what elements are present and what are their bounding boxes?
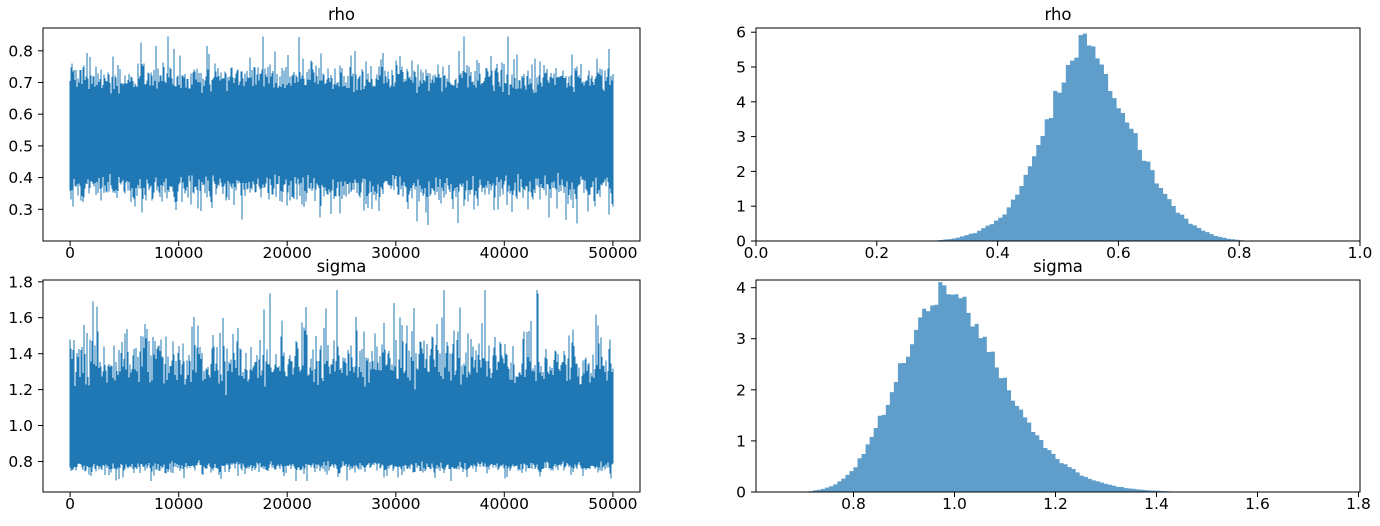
y-tick-label: 1.8 bbox=[8, 273, 33, 291]
histogram-bars bbox=[930, 33, 1248, 241]
plot-title: sigma bbox=[1033, 257, 1083, 276]
y-tick-label: 3 bbox=[736, 128, 746, 146]
x-tick-label: 0.2 bbox=[864, 244, 889, 262]
x-tick-label: 1.0 bbox=[942, 495, 967, 513]
trace-line-series bbox=[69, 289, 614, 482]
y-tick-label: 0.3 bbox=[8, 201, 33, 219]
plot-border bbox=[755, 27, 1361, 242]
x-tick-label: 0.8 bbox=[1227, 244, 1252, 262]
x-tick-label: 20000 bbox=[263, 495, 312, 513]
y-tick-label: 0.7 bbox=[8, 74, 33, 92]
histogram-plot-rho: rho 0.0 0.2 0.4 0.6 0.8 1.0 0 1 2 3 4 5 6 bbox=[736, 5, 1372, 262]
y-tick-label: 1.4 bbox=[8, 345, 33, 363]
y-tick-label: 0.4 bbox=[8, 169, 33, 187]
y-tick-label: 1 bbox=[736, 198, 746, 216]
histogram-bars bbox=[809, 282, 1189, 492]
x-tick-label: 1.8 bbox=[1346, 495, 1371, 513]
x-axis-ticks: 0 10000 20000 30000 40000 50000 bbox=[65, 241, 638, 262]
y-tick-label: 0.8 bbox=[8, 42, 33, 60]
y-axis-ticks: 0 1 2 3 4 5 6 bbox=[736, 24, 756, 251]
x-axis-ticks: 0.0 0.2 0.4 0.6 0.8 1.0 bbox=[744, 241, 1373, 262]
trace-line-series bbox=[69, 36, 614, 226]
x-tick-label: 30000 bbox=[371, 495, 420, 513]
x-tick-label: 10000 bbox=[154, 495, 203, 513]
y-axis-ticks: 0.8 1.0 1.2 1.4 1.6 1.8 bbox=[8, 273, 43, 471]
x-tick-label: 0.6 bbox=[1106, 244, 1131, 262]
plot-title: rho bbox=[328, 5, 355, 24]
plot-border bbox=[42, 27, 641, 242]
y-tick-label: 2 bbox=[736, 163, 746, 181]
plot-border bbox=[755, 279, 1361, 493]
x-tick-label: 0.0 bbox=[744, 244, 769, 262]
y-tick-label: 0 bbox=[736, 484, 746, 502]
y-tick-label: 4 bbox=[736, 93, 746, 111]
x-tick-label: 50000 bbox=[588, 244, 637, 262]
y-tick-label: 6 bbox=[736, 24, 746, 42]
plot-title: sigma bbox=[317, 257, 367, 276]
trace-plot-sigma: sigma 0 10000 20000 30000 40000 50000 0.8 1.0 1.2… bbox=[8, 257, 641, 513]
x-tick-label: 10000 bbox=[154, 244, 203, 262]
y-tick-label: 1 bbox=[736, 432, 746, 450]
x-tick-label: 1.6 bbox=[1245, 495, 1270, 513]
x-tick-label: 50000 bbox=[588, 495, 637, 513]
x-tick-label: 0 bbox=[65, 244, 75, 262]
y-tick-label: 0.8 bbox=[8, 453, 33, 471]
x-tick-label: 0.8 bbox=[841, 495, 866, 513]
x-tick-label: 1.0 bbox=[1348, 244, 1373, 262]
histogram-plot-sigma: sigma 0.8 1.0 1.2 1.4 1.6 1.8 0 1 2 3 4 bbox=[736, 257, 1371, 513]
x-tick-label: 1.2 bbox=[1043, 495, 1068, 513]
y-axis-ticks: 0.3 0.4 0.5 0.6 0.7 0.8 bbox=[8, 42, 43, 219]
y-axis-ticks: 0 1 2 3 4 bbox=[736, 279, 756, 502]
y-tick-label: 3 bbox=[736, 330, 746, 348]
x-tick-label: 40000 bbox=[480, 244, 529, 262]
y-tick-label: 2 bbox=[736, 381, 746, 399]
plot-title: rho bbox=[1044, 5, 1071, 24]
y-tick-label: 1.2 bbox=[8, 381, 33, 399]
x-tick-label: 30000 bbox=[371, 244, 420, 262]
y-tick-label: 5 bbox=[736, 59, 746, 77]
y-tick-label: 0.5 bbox=[8, 137, 33, 155]
x-tick-label: 20000 bbox=[263, 244, 312, 262]
x-axis-ticks: 0.8 1.0 1.2 1.4 1.6 1.8 bbox=[841, 492, 1371, 513]
x-tick-label: 0.4 bbox=[985, 244, 1010, 262]
plot-border bbox=[42, 279, 641, 493]
x-axis-ticks: 0 10000 20000 30000 40000 50000 bbox=[65, 492, 638, 513]
x-tick-label: 40000 bbox=[480, 495, 529, 513]
y-tick-label: 4 bbox=[736, 279, 746, 297]
y-tick-label: 1.6 bbox=[8, 309, 33, 327]
y-tick-label: 0 bbox=[736, 233, 746, 251]
x-tick-label: 1.4 bbox=[1144, 495, 1169, 513]
y-tick-label: 1.0 bbox=[8, 417, 33, 435]
y-tick-label: 0.6 bbox=[8, 106, 33, 124]
x-tick-label: 0 bbox=[65, 495, 75, 513]
